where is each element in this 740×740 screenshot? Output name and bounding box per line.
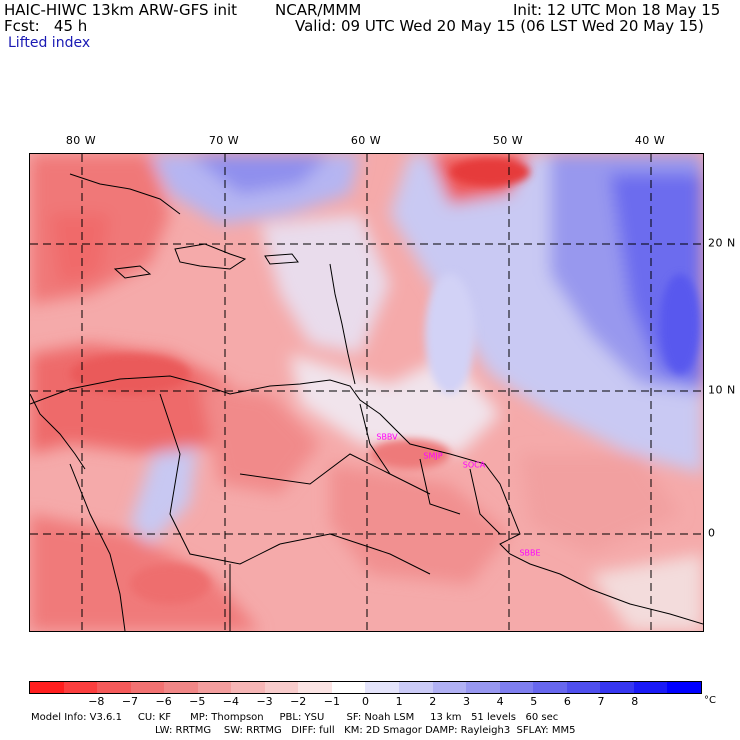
colorbar-segment [331, 682, 366, 693]
colorbar-segment [164, 682, 198, 693]
colorbar-segment [231, 682, 265, 693]
colorbar-segment [533, 682, 567, 693]
colorbar-tick-label: 2 [429, 695, 437, 708]
lon-label-60w: 60 W [350, 134, 382, 147]
forecast-hour: Fcst: 45 h [4, 17, 88, 35]
init-time: Init: 12 UTC Mon 18 May 15 [513, 1, 721, 19]
colorbar-segment [197, 682, 232, 693]
lat-lon-grid [30, 154, 703, 631]
colorbar-tick-label: 3 [462, 695, 470, 708]
lat-label-20n: 20 N [708, 236, 736, 250]
colorbar-segment [298, 682, 332, 693]
colorbar [29, 681, 702, 694]
colorbar-segment [63, 682, 98, 693]
colorbar-tick-label: 7 [597, 695, 605, 708]
org-label: NCAR/MMM [275, 1, 362, 19]
station-sbbe: SBBE [519, 548, 541, 558]
colorbar-segment [97, 682, 131, 693]
colorbar-tick-label: 0 [362, 695, 369, 708]
colorbar-tick-label: −6 [155, 695, 172, 708]
station-sbbv: SBBV [376, 432, 398, 442]
colorbar-tick-label: −1 [323, 695, 340, 708]
colorbar-tick-label: −5 [189, 695, 206, 708]
lifted-index-map [29, 153, 704, 632]
colorbar-tick-label: −3 [256, 695, 273, 708]
station-soca: SOCA [462, 460, 486, 470]
map-canvas [30, 154, 703, 631]
colorbar-segment [633, 682, 668, 693]
colorbar-unit: °C [704, 695, 716, 706]
colorbar-segment [667, 682, 701, 693]
colorbar-segment [399, 682, 433, 693]
colorbar-segment [566, 682, 601, 693]
colorbar-tick-label: −7 [121, 695, 139, 708]
colorbar-tick-label: −8 [88, 695, 105, 708]
coastlines [30, 173, 703, 631]
lon-label-40w: 40 W [634, 134, 666, 147]
colorbar-segment [30, 682, 64, 693]
colorbar-tick-label: 1 [395, 695, 403, 708]
model-info-line2: LW: RRTMG SW: RRTMG DIFF: full KM: 2D Sm… [155, 725, 576, 736]
colorbar-segment [600, 682, 634, 693]
colorbar-tick-label: −4 [222, 695, 239, 708]
model-title: HAIC-HIWC 13km ARW-GFS init [4, 1, 238, 19]
colorbar-tick-label: 8 [631, 695, 639, 708]
lon-label-50w: 50 W [492, 134, 524, 147]
colorbar-tick-label: 5 [530, 695, 538, 708]
station-smjp: SMJP [423, 451, 443, 461]
colorbar-segment [432, 682, 467, 693]
lat-label-10n: 10 N [708, 383, 736, 397]
field-detail [70, 158, 700, 604]
colorbar-segment [365, 682, 400, 693]
model-info-line1: Model Info: V3.6.1 CU: KF MP: Thompson P… [31, 712, 559, 723]
colorbar-tick-label: 6 [563, 695, 571, 708]
colorbar-segment [499, 682, 534, 693]
lon-label-70w: 70 W [208, 134, 240, 147]
valid-time: Valid: 09 UTC Wed 20 May 15 (06 LST Wed … [295, 17, 704, 35]
colorbar-tick-label: 4 [496, 695, 504, 708]
colorbar-segment [264, 682, 299, 693]
colorbar-segment [130, 682, 165, 693]
lon-label-80w: 80 W [65, 134, 97, 147]
colorbar-segment [466, 682, 500, 693]
colorbar-tick-label: −2 [290, 695, 307, 708]
lat-label-0: 0 [708, 526, 716, 540]
field-name: Lifted index [8, 35, 91, 51]
